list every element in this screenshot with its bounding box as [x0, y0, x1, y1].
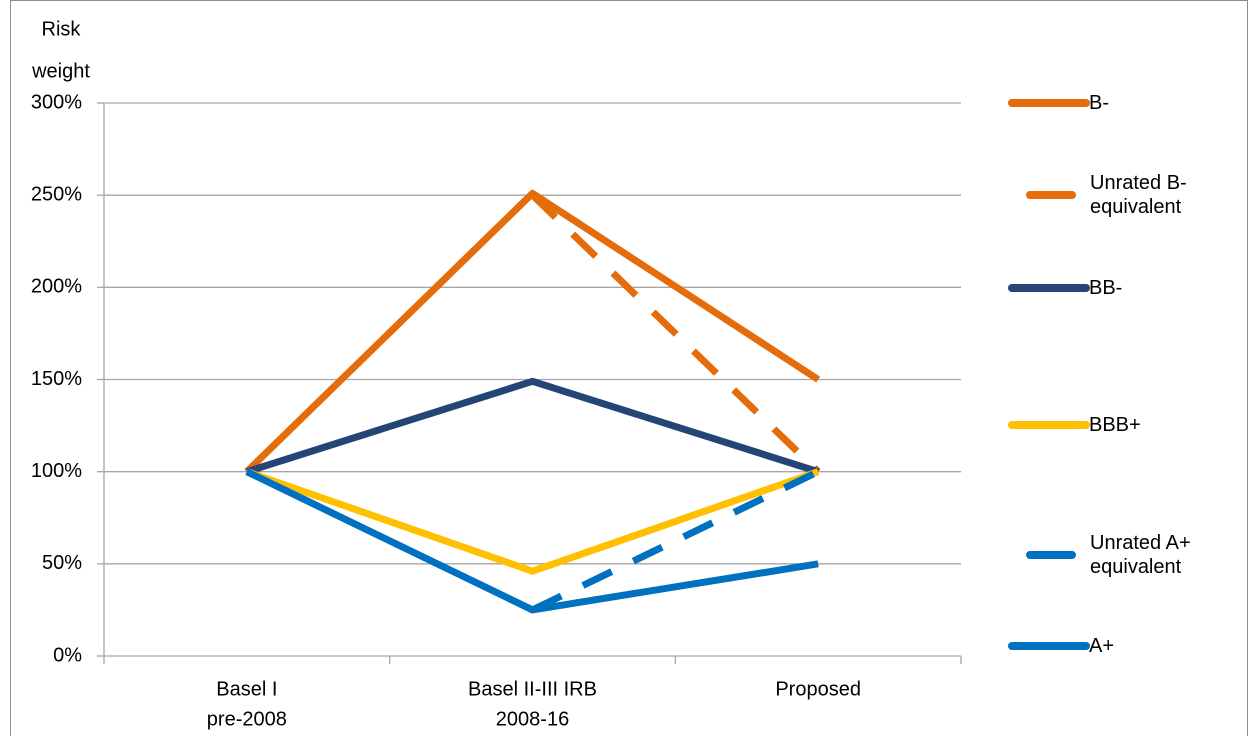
frame: [10, 0, 1248, 736]
y-tick-label: 50%: [42, 552, 82, 574]
legend-label: BB-: [1089, 277, 1123, 299]
y-tick-label: 0%: [53, 644, 82, 666]
x-tick-label: pre-2008: [207, 708, 287, 730]
y-axis-label: weight: [31, 60, 90, 82]
legend-label: BBB+: [1089, 414, 1141, 436]
y-tick-label: 150%: [31, 368, 82, 390]
series-line: [244, 189, 821, 475]
y-axis-label: Risk: [42, 18, 82, 40]
series-line: [530, 192, 821, 475]
y-tick-label: 100%: [31, 460, 82, 482]
x-tick-label: Proposed: [775, 678, 861, 700]
y-tick-label: 250%: [31, 183, 82, 205]
x-tick-label: Basel I: [216, 678, 277, 700]
series-line: [245, 468, 819, 614]
legend-label: Unrated A+ equivalent: [1090, 532, 1191, 578]
legend-label: Unrated B- equivalent: [1090, 172, 1187, 218]
y-tick-label: 300%: [31, 91, 82, 113]
y-tick-label: 200%: [31, 276, 82, 298]
legend-label: B-: [1089, 92, 1109, 114]
x-tick-label: Basel II-III IRB: [468, 678, 597, 700]
series-line: [245, 377, 820, 476]
legend-label: A+: [1089, 635, 1115, 657]
series-line: [245, 468, 820, 575]
x-tick-label: 2008-16: [496, 708, 569, 730]
